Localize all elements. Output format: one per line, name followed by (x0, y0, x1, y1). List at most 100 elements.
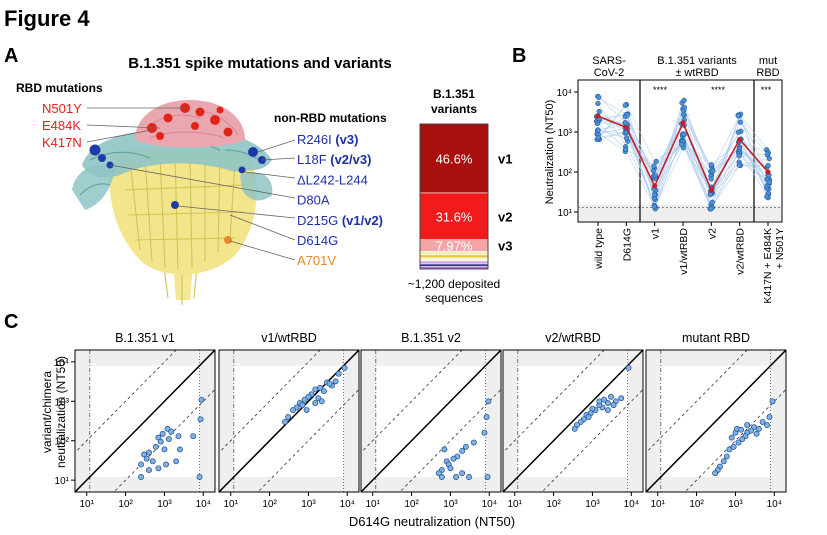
variant-name: v2 (498, 209, 512, 224)
panel-b-xtick-label: v2 (706, 228, 718, 239)
scatter-point (285, 414, 292, 420)
xtick-label: 10¹ (507, 499, 522, 510)
subpanel-plot-area (219, 350, 359, 492)
panel-b-point (680, 111, 686, 118)
subpanel-frame (645, 349, 787, 493)
fold-change-line (257, 388, 359, 492)
panel-b-point (622, 146, 629, 153)
ytick-label: 10⁴ (54, 358, 69, 369)
variant-segment-label: 7.97% (436, 239, 473, 254)
panel-b-point (652, 172, 658, 179)
xtick-label: 10³ (157, 499, 172, 510)
subpanel-title: v2/wtRBD (545, 331, 601, 345)
panel-b-lod-band (579, 204, 781, 221)
scatter-point (596, 398, 603, 405)
variants-bar-title-2: variants (431, 102, 477, 116)
subpanel-plot-area (361, 350, 501, 492)
panel-b-point (736, 153, 742, 159)
panel-b-ytick-label: 10² (558, 168, 573, 179)
panel-b-ytick-label: 10¹ (558, 208, 573, 219)
variant-segment (419, 192, 489, 241)
fold-change-line (503, 350, 605, 454)
scatter-point (738, 426, 745, 433)
panel-b-ytick-label: 10³ (558, 128, 573, 139)
subpanel-frame (218, 349, 360, 493)
identity-line (75, 350, 215, 492)
scatter-point (149, 458, 156, 465)
xtick-label: 10² (404, 499, 419, 510)
panel-b-group-label: mut (759, 55, 777, 67)
fold-change-line (541, 388, 643, 492)
scatter-subpanel: B.1.351 v1 10¹ 10² 10³ 10⁴ 10¹ 10² 10³ 10⁴ (54, 331, 216, 510)
scatter-point (759, 418, 766, 425)
scatter-point (610, 402, 617, 409)
scatter-point (301, 396, 308, 403)
median-point (708, 187, 714, 193)
panel-b-point (624, 112, 631, 118)
panel-b-point (708, 176, 714, 182)
scatter-point (755, 425, 762, 432)
median-point (680, 120, 686, 126)
scatter-point (730, 443, 737, 450)
panel-b-group-label: RBD (756, 67, 779, 79)
scatter-point (173, 458, 180, 465)
panel-b-point (594, 120, 601, 127)
non-rbd-mutation: L18F (v2/v3) (297, 152, 371, 167)
panel-b-ytick-label: 10⁴ (557, 88, 572, 99)
scatter-point (728, 434, 735, 441)
scatter-point (141, 451, 148, 458)
panel-b-point (650, 168, 657, 174)
variants-bar-title-1: B.1.351 (433, 87, 475, 101)
panel-b-point (764, 194, 770, 200)
variants-bar-caption-2: sequences (425, 291, 483, 305)
panel-b-point (622, 102, 628, 108)
scatter-point (332, 378, 339, 385)
scatter-subpanel: mutant RBD 10¹ 10² 10³ 10⁴ (645, 331, 787, 510)
significance-stars: **** (711, 85, 726, 95)
median-point (595, 113, 601, 119)
xtick-label: 10³ (443, 499, 458, 510)
figure-title: Figure 4 (4, 6, 90, 31)
subpanel-frame (74, 349, 216, 493)
variant-segment (419, 260, 489, 265)
panel-b-point (735, 129, 742, 135)
non-rbd-mutation: D215G (v1/v2) (297, 213, 383, 228)
scatter-point (466, 474, 472, 480)
scatter-point (604, 400, 611, 407)
panel-b-point (707, 192, 713, 198)
non-rbd-mutation: D80A (297, 193, 330, 208)
xtick-label: 10³ (585, 499, 600, 510)
xtick-label: 10¹ (223, 499, 238, 510)
panel-b-point (766, 179, 773, 185)
median-point (623, 124, 629, 131)
scatter-point (168, 428, 175, 435)
variants-bar-caption-1: ~1,200 deposited (408, 277, 500, 291)
scatter-point (196, 474, 203, 480)
xtick-label: 10² (689, 499, 704, 510)
panel-b-point (737, 119, 743, 125)
scatter-point (735, 439, 742, 446)
identity-line (646, 350, 786, 492)
scatter-point (282, 418, 288, 425)
scatter-point (726, 446, 733, 453)
scatter-point (152, 443, 159, 450)
panel-b-point (651, 191, 658, 197)
scatter-subpanel: B.1.351 v2 10¹ 10² 10³ 10⁴ (360, 331, 502, 510)
xtick-label: 10¹ (79, 499, 94, 510)
scatter-point (459, 470, 466, 477)
panel-c-letter: C (4, 311, 18, 333)
scatter-point (138, 474, 144, 480)
panel-b-point (679, 141, 685, 148)
scatter-point (290, 407, 296, 413)
scatter-point (769, 398, 776, 405)
subpanel-title: mutant RBD (682, 331, 750, 345)
scatter-point (176, 446, 183, 453)
panel-a: A B.1.351 spike mutations and variants R… (4, 45, 512, 305)
scatter-point (341, 365, 348, 371)
variant-segment-label: 46.6% (436, 151, 473, 166)
panel-b-point (653, 158, 659, 165)
scatter-point (604, 407, 611, 413)
panel-b-point (596, 94, 602, 100)
panel-b-group-label: ± wtRBD (675, 67, 718, 79)
